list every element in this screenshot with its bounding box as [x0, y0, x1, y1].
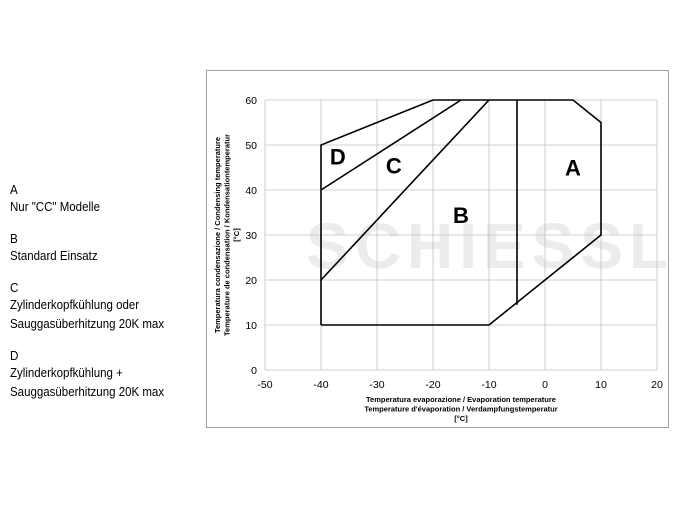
envelope-outline [320, 99, 602, 326]
legend-description: Zylinderkopfkühlung + Sauggasüberhitzung… [10, 366, 165, 399]
region-label: B [453, 203, 469, 228]
x-axis-label-line: [°C] [454, 414, 468, 423]
y-tick-label: 60 [245, 95, 257, 107]
region-boundary [320, 99, 490, 281]
legend-item: A Nur "CC" Modelle [10, 182, 205, 217]
y-tick-label: 10 [245, 320, 257, 332]
legend-item: B Standard Einsatz [10, 231, 205, 266]
x-tick-label: -20 [425, 379, 440, 391]
axis-ticks: -50 -40 -30 -20 -10 0 10 20 0 10 20 30 40 50 60 [245, 95, 663, 391]
y-axis-label-line: Temperatura condensazione / Condensing t… [213, 137, 222, 333]
y-tick-label: 50 [245, 140, 257, 152]
legend-key: C [10, 280, 19, 295]
region-label: A [565, 156, 581, 181]
legend-item: D Zylinderkopfkühlung + Sauggasüberhitzun… [10, 348, 205, 402]
y-tick-label: 20 [245, 275, 257, 287]
legend-item: C Zylinderkopfkühlung oder Sauggasüberhit… [10, 280, 205, 334]
legend: A Nur "CC" Modelle B Standard Einsatz C Zylin… [10, 182, 205, 416]
y-axis-label-line: [°C] [232, 228, 241, 242]
operating-envelope-chart: SCHIESSL A B C D -50 -40 -30 -20 -10 0 10 20 0 10 20 3… [213, 95, 669, 423]
watermark-text: SCHIESSL [306, 210, 669, 282]
y-axis-label: Temperatura condensazione / Condensing t… [213, 134, 241, 336]
y-tick-label: 0 [251, 365, 257, 377]
y-tick-label: 30 [245, 230, 257, 242]
chart-frame [206, 70, 669, 428]
axis-labels: Temperatura evaporazione / Evaporation t… [213, 134, 558, 423]
x-tick-label: -50 [257, 379, 272, 391]
legend-description: Standard Einsatz [10, 249, 98, 263]
x-tick-label: -10 [481, 379, 496, 391]
x-tick-label: 20 [651, 379, 663, 391]
grid [264, 99, 658, 371]
x-tick-label: 10 [595, 379, 607, 391]
region-label: D [330, 144, 346, 169]
legend-key: B [10, 231, 18, 246]
x-tick-label: -30 [369, 379, 384, 391]
legend-key: D [10, 348, 19, 363]
region-label: C [386, 153, 402, 178]
legend-description: Zylinderkopfkühlung oder Sauggasüberhitz… [10, 298, 165, 331]
x-axis-label-line: Temperature d'évaporation / Verdampfungs… [364, 405, 557, 414]
x-tick-label: -40 [313, 379, 328, 391]
x-axis-label: Temperatura evaporazione / Evaporation t… [364, 395, 557, 423]
x-tick-label: 0 [542, 379, 548, 391]
legend-description: Nur "CC" Modelle [10, 200, 100, 214]
y-axis-label-line: Temperature de condensation / Kondensati… [223, 134, 232, 336]
legend-key: A [10, 182, 18, 197]
envelope-lines: A B C D [320, 99, 602, 326]
y-tick-label: 40 [245, 185, 257, 197]
x-axis-label-line: Temperatura evaporazione / Evaporation t… [366, 395, 556, 404]
region-boundary [320, 99, 462, 191]
